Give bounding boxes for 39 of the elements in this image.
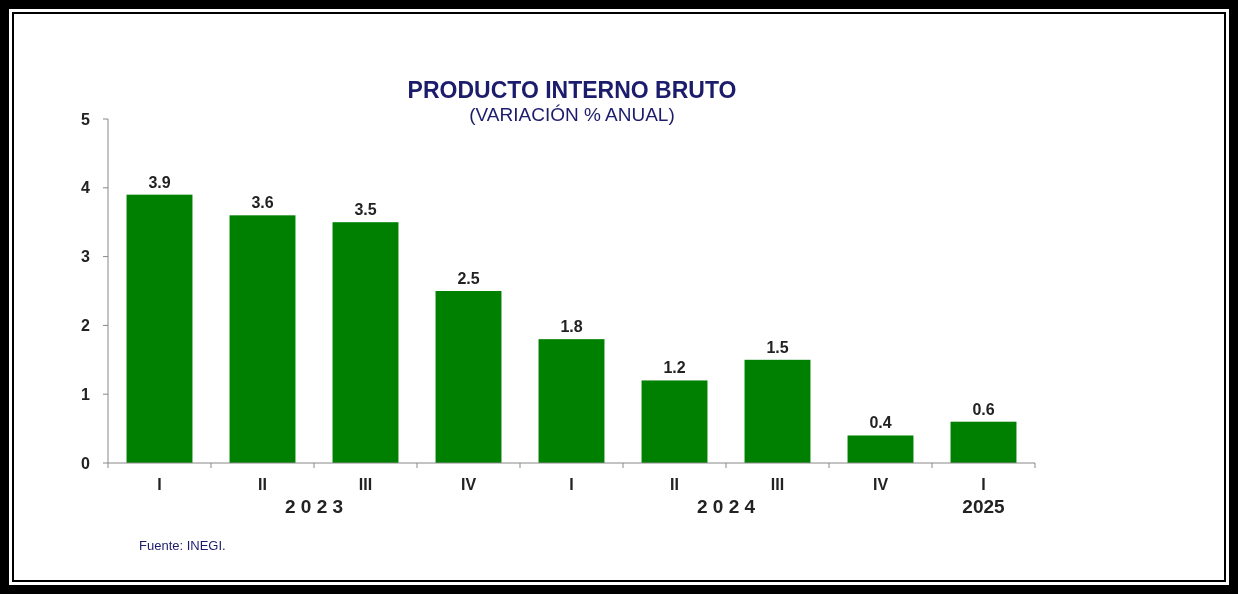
x-tick-label: IV — [460, 476, 477, 493]
data-label: 1.8 — [560, 318, 583, 336]
data-label: 0.4 — [869, 414, 892, 432]
data-label: 1.5 — [766, 338, 789, 356]
data-label: 2.5 — [457, 270, 480, 287]
y-tick-label: 4 — [81, 179, 91, 197]
text: 2 0 2 3 — [284, 496, 344, 517]
bar — [332, 222, 399, 463]
bar — [538, 339, 605, 463]
bar — [641, 380, 708, 463]
y-tick-label: 3 — [81, 248, 91, 266]
bar — [126, 194, 193, 463]
y-tick-label: 2 — [81, 317, 91, 334]
chart-title: PRODUCTO INTERNO BRUTO — [407, 77, 737, 103]
x-tick-label: IV — [872, 476, 889, 493]
x-tick-label: III — [770, 476, 785, 493]
chart-subtitle: (VARIACIÓN % ANUAL) — [469, 104, 675, 125]
bar — [229, 215, 296, 463]
y-tick-label: 0 — [81, 454, 91, 472]
x-tick-label: II — [670, 476, 679, 493]
bar — [950, 421, 1017, 463]
y-tick-label: 5 — [81, 110, 91, 128]
x-tick-label: I — [981, 476, 986, 493]
data-label: 3.5 — [354, 201, 377, 219]
source-note: Fuente: INEGI. — [139, 538, 226, 553]
data-label: 3.9 — [148, 173, 171, 191]
x-tick-label: I — [569, 476, 574, 493]
text: 2025 — [962, 496, 1006, 517]
bar — [744, 359, 811, 463]
x-tick-label: III — [358, 476, 373, 493]
data-label: 1.2 — [663, 359, 686, 377]
y-tick-label: 1 — [81, 385, 91, 403]
bar — [847, 435, 914, 463]
x-tick-label: I — [157, 476, 162, 493]
text: 2 0 2 4 — [696, 496, 756, 517]
bar — [435, 291, 502, 463]
x-tick-label: II — [258, 476, 267, 493]
data-label: 3.6 — [251, 194, 274, 212]
data-label: 0.6 — [972, 400, 995, 418]
